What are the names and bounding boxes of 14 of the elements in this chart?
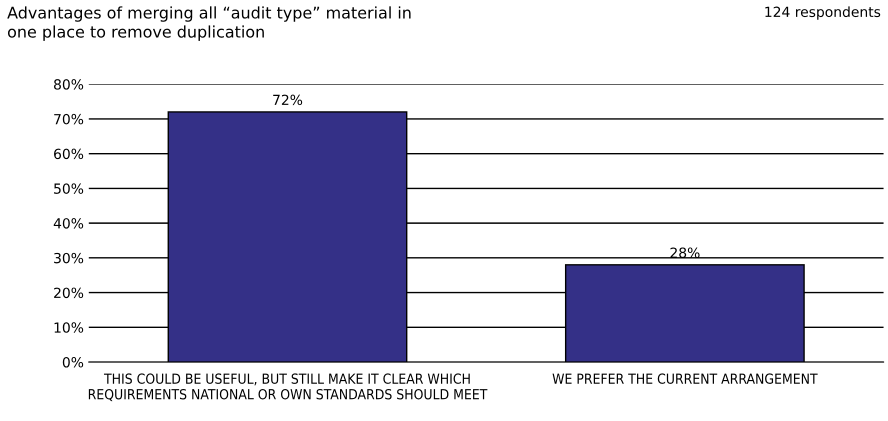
y-tick-label: 80% <box>54 79 84 90</box>
text: 124 respondents <box>765 6 880 20</box>
y-tick-label: 70% <box>54 114 84 124</box>
y-tick-label: 60% <box>54 148 84 160</box>
x-tick-label: THIS COULD BE USEFUL, BUT STILL MAKE IT CLEAR WHICH REQUIREMENTS NATIONAL OR OWN STANDARDS SHOULD MEET <box>88 373 488 402</box>
y-tick-label: 0% <box>62 357 84 368</box>
y-tick-label: 30% <box>54 252 84 264</box>
x-tick-label: WE PREFER THE CURRENT ARRANGEMENT <box>552 373 818 384</box>
y-tick-label: 10% <box>54 322 84 333</box>
y-tick-label: 40% <box>54 218 84 229</box>
y-tick-label: 20% <box>54 288 84 298</box>
data-label: 72% <box>273 94 302 106</box>
chart-title: Advantages of merging all “audit type” material in one place to remove duplication <box>7 6 411 41</box>
y-tick-label: 50% <box>54 183 84 194</box>
